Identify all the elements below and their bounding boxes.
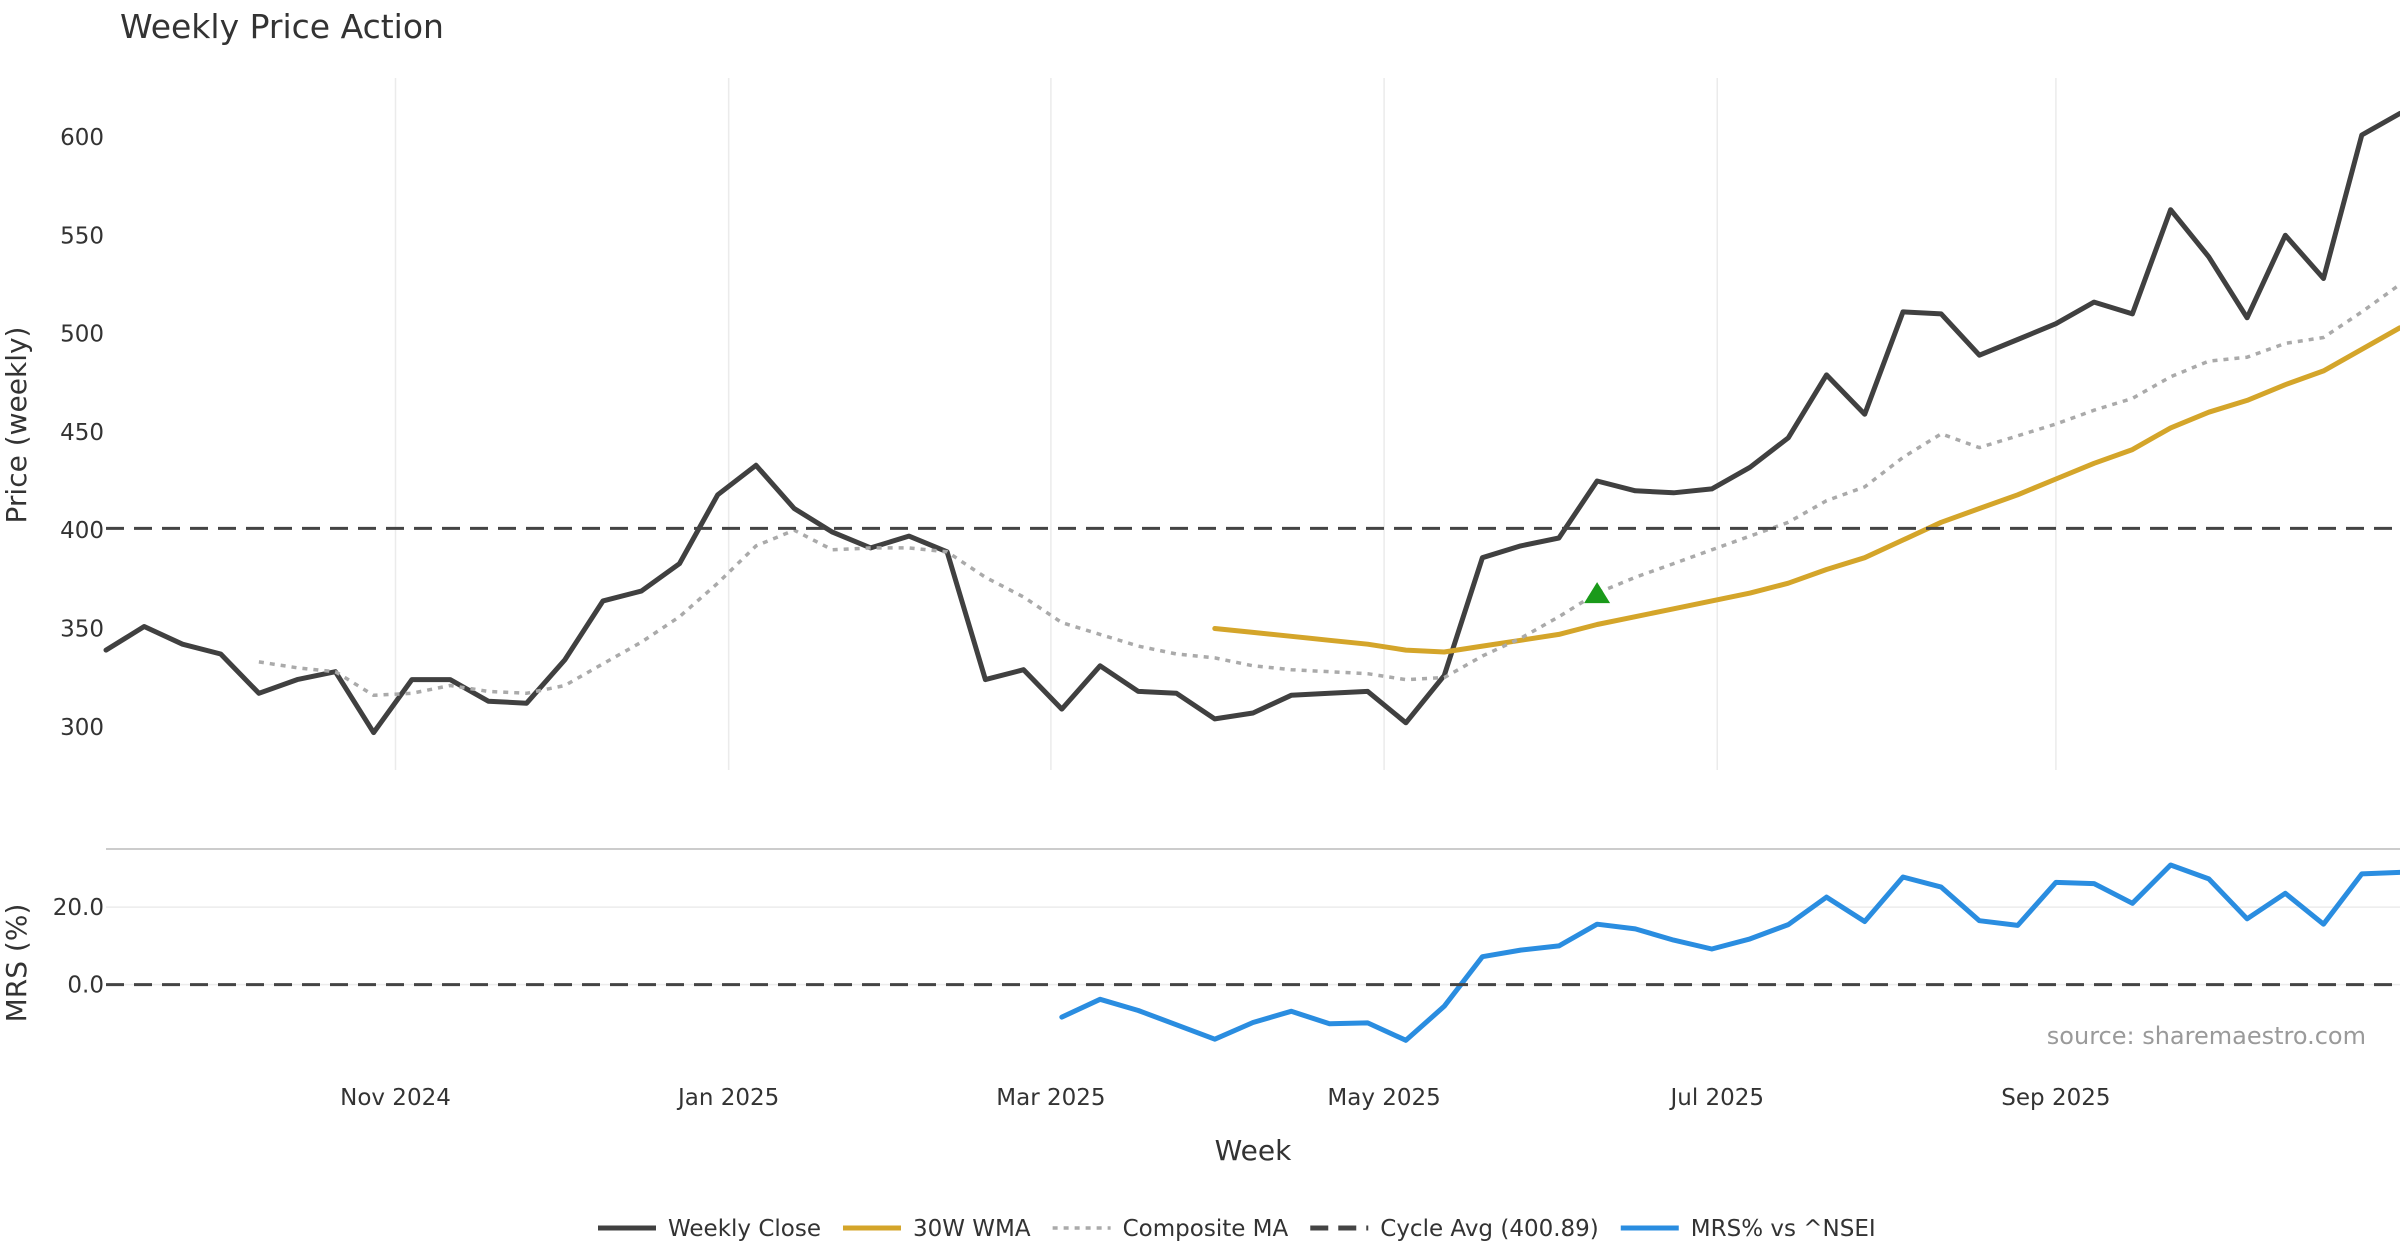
legend-item-weekly-close: Weekly Close xyxy=(598,1216,821,1242)
mrs-vs-nsei-line xyxy=(1059,862,2400,1043)
source-note: source: sharemaestro.com xyxy=(2047,1022,2366,1050)
marker-layer xyxy=(1584,582,1611,604)
legend-item-cycle-avg-400-89: Cycle Avg (400.89) xyxy=(1310,1216,1599,1242)
mrs-y-tick-label: 0.0 xyxy=(67,973,104,999)
price-y-tick-label: 400 xyxy=(60,518,104,544)
legend-label: 30W WMA xyxy=(913,1216,1031,1242)
legend-label: Composite MA xyxy=(1123,1216,1289,1242)
price-y-tick-label: 300 xyxy=(60,715,104,741)
price-y-tick-label: 500 xyxy=(60,322,104,348)
legend-label: MRS% vs ^NSEI xyxy=(1691,1216,1876,1242)
price-panel-ylabel: Price (weekly) xyxy=(0,327,33,524)
price-y-tick-label: 450 xyxy=(60,420,104,446)
x-tick-label: May 2025 xyxy=(1327,1085,1440,1111)
legend-item-composite-ma: Composite MA xyxy=(1052,1216,1289,1242)
price-y-tick-label: 550 xyxy=(60,223,104,249)
price-y-tick-label: 600 xyxy=(60,125,104,151)
composite-ma-line xyxy=(258,282,2400,698)
x-tick-label: Jan 2025 xyxy=(676,1085,779,1111)
price-y-tick-label: 350 xyxy=(60,616,104,642)
legend-label: Weekly Close xyxy=(668,1216,821,1242)
signal-triangle-marker xyxy=(1584,582,1611,604)
legend-item-30w-wma: 30W WMA xyxy=(842,1216,1031,1242)
legend-label: Cycle Avg (400.89) xyxy=(1380,1216,1599,1242)
x-tick-label: Jul 2025 xyxy=(1668,1085,1764,1111)
chart-legend: Weekly Close 30W WMA Composite MA Cycle Avg… xyxy=(598,1216,1876,1242)
weekly-close-line xyxy=(103,110,2400,736)
mrs-panel-ylabel: MRS (%) xyxy=(0,904,33,1023)
mrs-y-tick-label: 20.0 xyxy=(53,895,104,921)
x-tick-label: Sep 2025 xyxy=(2001,1085,2110,1111)
x-axis-label: Week xyxy=(1215,1134,1292,1167)
30w-wma-line xyxy=(1212,325,2400,655)
series-layer xyxy=(103,110,2400,1043)
price-panel-grid xyxy=(394,78,2057,770)
legend-item-mrs-vs-nsei: MRS% vs ^NSEI xyxy=(1620,1216,1876,1242)
x-tick-labels: Nov 2024 Jan 2025 Mar 2025 May 2025 Jul 2025… xyxy=(340,1085,2110,1111)
chart-title: Weekly Price Action xyxy=(120,7,444,46)
x-tick-label: Mar 2025 xyxy=(996,1085,1105,1111)
x-tick-label: Nov 2024 xyxy=(340,1085,451,1111)
y-tick-labels: 300 350 400 450 500 550 600 0.0 20.0 xyxy=(53,125,104,999)
